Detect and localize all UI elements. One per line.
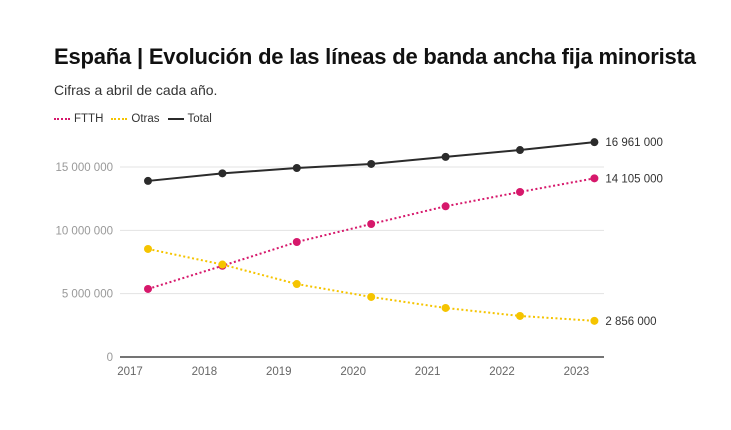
end-label-total: 16 961 000 [605,137,663,149]
data-point-total [292,164,301,173]
data-point-otras [292,280,301,289]
data-point-total [516,146,524,155]
y-axis-ticks: 0 5 000 000 10 000 000 15 000 000 [55,162,113,364]
end-labels: 14 105 000 2 856 000 16 961 000 [605,137,663,328]
x-tick-label: 2017 [117,366,143,378]
legend-swatch-otras [111,118,128,120]
x-tick-label: 2023 [564,366,590,378]
x-tick-label: 2022 [489,366,515,378]
data-point-otras [590,316,599,325]
data-point-ftth [367,220,376,228]
legend: FTTH Otras Total [54,113,220,125]
x-tick-label: 2019 [266,366,292,378]
legend-item-total[interactable]: Total [167,113,212,125]
data-point-otras [218,260,227,269]
legend-label-otras: Otras [131,113,160,125]
data-point-otras [441,303,450,312]
legend-label-ftth: FTTH [74,113,104,125]
y-tick-label: 0 [107,352,113,364]
y-tick-label: 15 000 000 [55,162,113,174]
chart-subtitle: Cifras a abril de cada año. [54,82,218,98]
data-point-total [367,159,376,168]
data-point-otras [144,244,152,253]
data-point-ftth [590,174,599,183]
gridlines [120,166,604,295]
x-axis: 2017 2018 2019 2020 2021 2022 2023 [117,356,604,378]
legend-label-total: Total [187,113,212,125]
legend-item-ftth[interactable]: FTTH [54,113,103,125]
y-tick-label: 10 000 000 [55,225,113,237]
data-point-total [590,138,599,147]
x-tick-label: 2018 [192,366,218,378]
series-line-ftth [147,177,595,290]
end-label-otras: 2 856 000 [605,316,656,328]
x-tick-label: 2021 [415,366,441,378]
data-point-total [441,152,450,161]
data-point-ftth [441,202,450,211]
end-label-ftth: 14 105 000 [605,173,663,185]
legend-swatch-total [167,118,184,120]
legend-swatch-ftth [54,118,70,120]
series-line-otras [147,247,595,322]
legend-item-otras[interactable]: Otras [111,113,160,125]
data-point-ftth [292,237,301,246]
y-tick-label: 5 000 000 [62,289,113,301]
data-point-ftth [516,187,524,196]
data-point-otras [516,311,524,320]
series-points [144,138,599,325]
data-point-total [218,169,227,178]
data-point-total [144,176,152,185]
chart-title: España | Evolución de las líneas de band… [54,44,696,69]
data-point-otras [367,292,376,301]
x-tick-label: 2020 [340,366,366,378]
data-point-ftth [144,284,152,293]
